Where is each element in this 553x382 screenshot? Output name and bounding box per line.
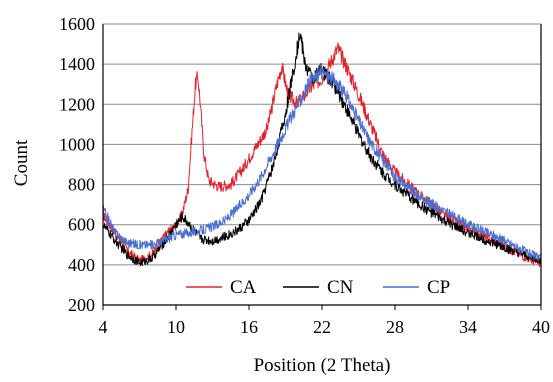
legend-label-cp: CP (427, 277, 450, 298)
axes (102, 24, 542, 310)
x-tick-label: 22 (313, 317, 331, 337)
legend: CA CN CP (178, 273, 471, 298)
legend-bg (275, 273, 371, 295)
y-tick-label: 1400 (59, 54, 95, 74)
x-tick-label: 40 (532, 317, 550, 337)
x-tick-label: 4 (99, 317, 108, 337)
legend-bg (375, 273, 471, 295)
series-layer (102, 32, 542, 268)
y-axis-title: Count (11, 139, 32, 186)
y-tick-label: 200 (68, 295, 95, 315)
tick-labels: 200 400 600 800 1000 1200 1400 1600 4 10 16 22 28 34 4… (59, 14, 550, 337)
x-tick-label: 10 (167, 317, 185, 337)
legend-label-ca: CA (230, 277, 257, 298)
x-tick-label: 34 (459, 317, 477, 337)
x-tick-label: 28 (386, 317, 404, 337)
y-tick-label: 400 (68, 255, 95, 275)
y-tick-label: 1000 (59, 134, 95, 154)
legend-bg (178, 273, 274, 295)
y-tick-label: 600 (68, 215, 95, 235)
y-tick-label: 1600 (59, 14, 95, 34)
series-line-cp (102, 66, 542, 262)
y-tick-label: 1200 (59, 94, 95, 114)
x-axis-title: Position (2 Theta) (254, 355, 391, 376)
legend-label-cn: CN (327, 277, 354, 298)
y-tick-label: 800 (68, 175, 95, 195)
x-tick-label: 16 (240, 317, 258, 337)
